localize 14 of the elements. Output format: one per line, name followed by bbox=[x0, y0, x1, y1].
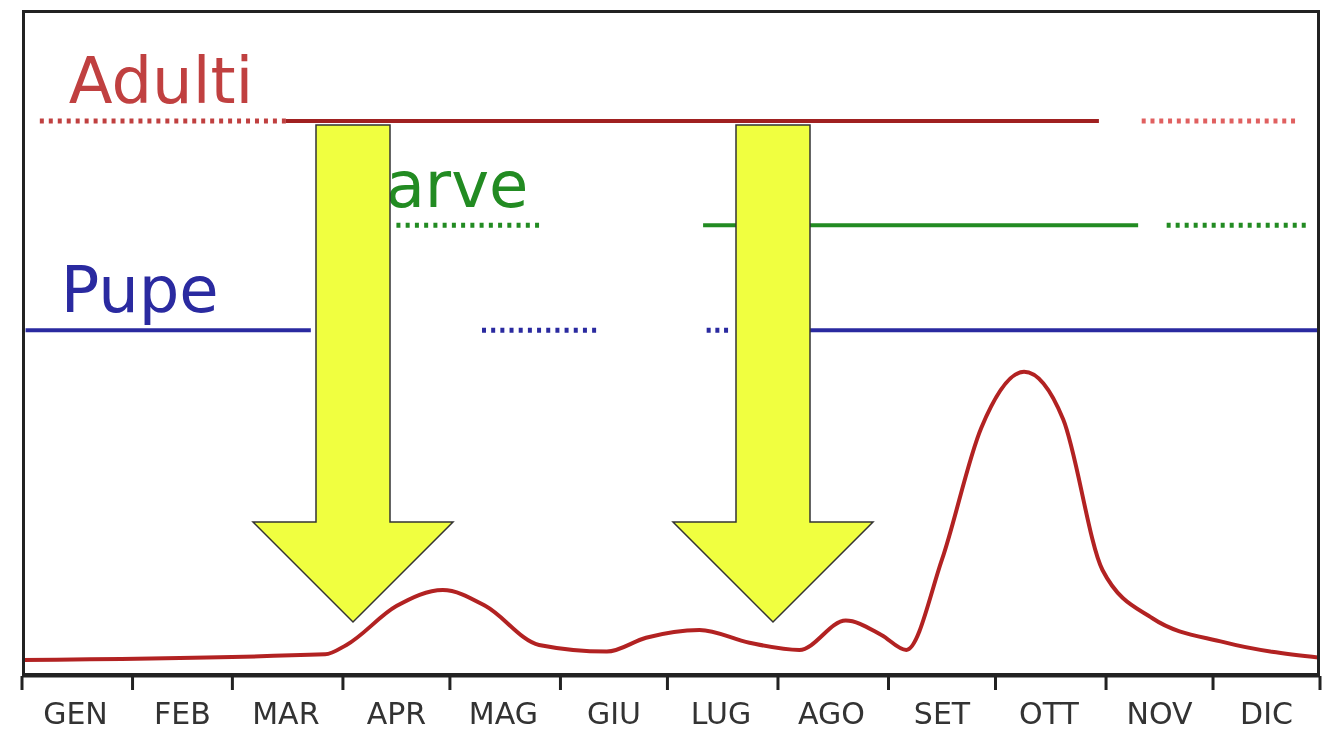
x-tick-label: SET bbox=[913, 696, 971, 731]
x-tick-label: MAG bbox=[468, 696, 538, 731]
x-tick-label: MAR bbox=[252, 696, 320, 731]
annotation: Adulti bbox=[68, 44, 254, 118]
x-tick-label: APR bbox=[366, 696, 427, 731]
x-tick-label: OTT bbox=[1019, 696, 1080, 731]
x-tick-label: NOV bbox=[1126, 696, 1194, 731]
x-tick-label: GIU bbox=[586, 696, 641, 731]
annotation: Pupe bbox=[60, 253, 219, 328]
x-tick-label: LUG bbox=[690, 696, 752, 731]
x-tick-label: AGO bbox=[798, 696, 865, 731]
x-tick-label: FEB bbox=[154, 696, 211, 731]
x-tick-label: GEN bbox=[43, 696, 108, 731]
x-tick-label: DIC bbox=[1240, 696, 1293, 731]
